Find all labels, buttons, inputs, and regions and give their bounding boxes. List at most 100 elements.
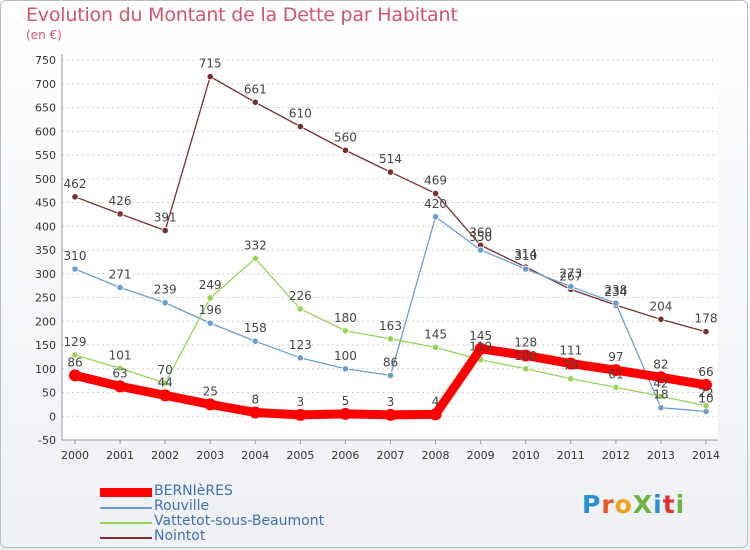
data-label: 314 <box>514 247 537 261</box>
data-label: 66 <box>698 365 713 379</box>
legend-swatch-bernieres <box>100 488 152 497</box>
data-label: 129 <box>64 335 87 349</box>
data-label: 5 <box>342 394 350 408</box>
data-label: 610 <box>289 107 312 121</box>
data-point <box>296 122 304 131</box>
data-label: 715 <box>199 57 222 71</box>
data-label: 86 <box>67 355 82 369</box>
legend: BERNIèRES Rouville Vattetot-sous-Beaumon… <box>100 483 420 545</box>
data-label: 42 <box>653 376 668 390</box>
data-point <box>69 369 81 382</box>
data-label: 310 <box>64 249 87 263</box>
proxiti-logo: ProXiti <box>582 490 685 519</box>
data-point <box>386 335 395 343</box>
data-label: 82 <box>653 357 668 371</box>
legend-item-bernieres: BERNIèRES <box>100 483 420 500</box>
x-tick-label: 2008 <box>422 449 450 462</box>
legend-label-rouville: Rouville <box>154 498 210 514</box>
data-point <box>341 365 350 373</box>
logo-letter: P <box>582 490 602 519</box>
y-tick-label: 100 <box>35 363 56 376</box>
x-tick-label: 2009 <box>467 449 495 462</box>
data-point <box>477 246 485 254</box>
y-tick-label: 500 <box>35 173 56 186</box>
data-label: 332 <box>244 239 267 253</box>
data-label: 100 <box>334 349 357 363</box>
data-point <box>702 328 710 336</box>
data-point <box>339 407 352 420</box>
data-point <box>474 342 487 355</box>
legend-swatch-rouville <box>100 507 152 509</box>
data-label: 79 <box>563 359 578 373</box>
data-label: 267 <box>559 269 582 283</box>
legend-item-nointot: Nointot <box>100 528 420 545</box>
data-point <box>296 305 304 313</box>
data-label: 97 <box>608 350 623 364</box>
data-label: 178 <box>695 312 718 326</box>
data-label: 310 <box>514 249 537 263</box>
data-point <box>161 226 169 235</box>
data-point <box>116 283 124 292</box>
logo-letter: X <box>632 490 654 519</box>
data-label: 123 <box>289 338 312 352</box>
data-point <box>654 371 667 384</box>
legend-item-vattetot: Vattetot-sous-Beaumont <box>100 513 420 530</box>
data-point <box>657 392 665 400</box>
data-point <box>341 146 350 154</box>
data-point <box>431 213 440 221</box>
data-label: 3 <box>387 395 395 409</box>
data-label: 63 <box>112 366 127 380</box>
y-tick-label: 650 <box>35 102 56 115</box>
y-tick-label: 250 <box>35 292 56 305</box>
logo-letter: t <box>662 490 676 519</box>
y-tick-label: 450 <box>35 197 56 210</box>
legend-label-vattetot: Vattetot-sous-Beaumont <box>154 513 325 529</box>
data-label: 101 <box>109 348 132 362</box>
data-label: 4 <box>432 394 440 408</box>
data-point <box>114 380 127 393</box>
data-point <box>429 408 442 421</box>
data-point <box>657 404 665 412</box>
data-point <box>522 265 530 273</box>
data-label: 8 <box>251 392 259 406</box>
data-label: 204 <box>649 299 672 313</box>
data-label: 86 <box>383 355 398 369</box>
data-point <box>522 365 530 373</box>
data-label: 145 <box>469 329 492 343</box>
data-point <box>71 351 79 359</box>
legend-label-bernieres: BERNIèRES <box>154 483 233 499</box>
data-label: 514 <box>379 152 402 166</box>
line-chart: -50 0 50 100 150 200 250 300 350 400 450 500 550 600 6… <box>35 54 720 462</box>
data-point <box>296 354 304 362</box>
data-label: 196 <box>199 303 222 317</box>
data-label: 426 <box>109 194 132 208</box>
data-point <box>294 408 307 421</box>
data-point <box>249 406 262 419</box>
logo-letter: i <box>653 490 663 519</box>
data-point <box>161 379 169 387</box>
legend-label-nointot: Nointot <box>154 528 206 544</box>
y-tick-label: 300 <box>35 268 56 281</box>
data-point <box>161 299 169 307</box>
x-tick-label: 2006 <box>331 449 359 462</box>
data-label: 469 <box>424 173 447 187</box>
data-point <box>206 73 214 81</box>
data-label: 391 <box>154 211 177 225</box>
chart-subtitle: (en €) <box>26 28 62 42</box>
data-label: 462 <box>64 177 87 191</box>
data-label: 70 <box>158 363 173 377</box>
data-point <box>702 402 710 410</box>
x-tick-label: 2012 <box>602 449 630 462</box>
data-label: 100 <box>514 349 537 363</box>
data-point <box>431 189 440 198</box>
data-label: 180 <box>334 311 357 325</box>
y-tick-label: 50 <box>42 387 56 400</box>
data-label: 44 <box>158 375 173 389</box>
y-tick-label: 700 <box>35 78 56 91</box>
data-label: 119 <box>469 340 492 354</box>
x-tick-label: 2014 <box>692 449 720 462</box>
data-label: 350 <box>469 230 492 244</box>
data-point <box>567 375 575 383</box>
data-label: 238 <box>604 283 627 297</box>
data-point <box>206 319 214 327</box>
